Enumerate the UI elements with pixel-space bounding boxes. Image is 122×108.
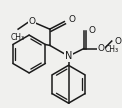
Text: O: O — [98, 44, 105, 53]
Text: O: O — [68, 15, 75, 24]
Text: N: N — [65, 51, 72, 61]
Text: O: O — [29, 17, 36, 26]
Text: O: O — [89, 26, 96, 35]
Text: CH₃: CH₃ — [105, 44, 119, 54]
Text: CH₃: CH₃ — [11, 33, 25, 42]
Text: O: O — [114, 37, 121, 46]
